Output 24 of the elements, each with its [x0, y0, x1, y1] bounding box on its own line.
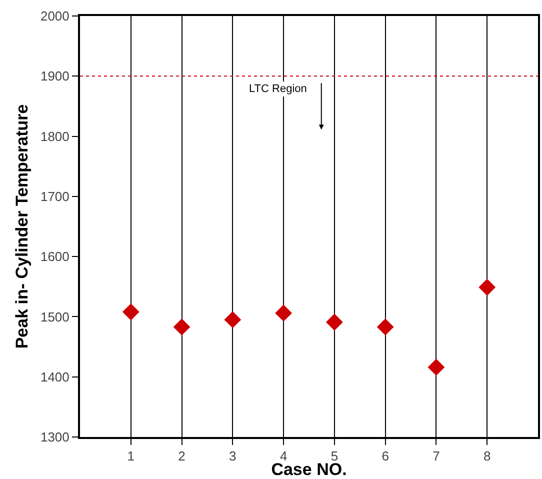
point: [224, 311, 242, 328]
x-tick-label: 6: [382, 448, 389, 464]
y-tick-label: 1300: [40, 430, 70, 445]
x-tick-label: 3: [229, 448, 236, 464]
y-tick-label: 1800: [40, 128, 70, 144]
point: [478, 278, 496, 296]
y-tick-label: 2000: [40, 8, 70, 24]
point: [275, 304, 292, 322]
x-tick-label: 1: [127, 448, 135, 464]
x-tick-label: 8: [483, 448, 491, 464]
y-tick-label: 1500: [40, 309, 70, 324]
point: [376, 318, 394, 336]
y-axis-title: Peak in- Cylinder Temperature: [12, 104, 32, 349]
point: [122, 303, 140, 320]
y-tick-label: 1700: [40, 188, 70, 204]
point: [428, 358, 445, 376]
point: [173, 318, 190, 336]
x-tick-label: 7: [432, 448, 440, 464]
x-tick-label: 2: [178, 448, 186, 464]
point: [326, 314, 343, 331]
annotation: LTC Region: [249, 83, 307, 95]
y-tick-label: 1400: [40, 369, 70, 384]
y-tick-label: 1900: [40, 68, 70, 84]
y-tick-label: 1600: [40, 249, 70, 264]
